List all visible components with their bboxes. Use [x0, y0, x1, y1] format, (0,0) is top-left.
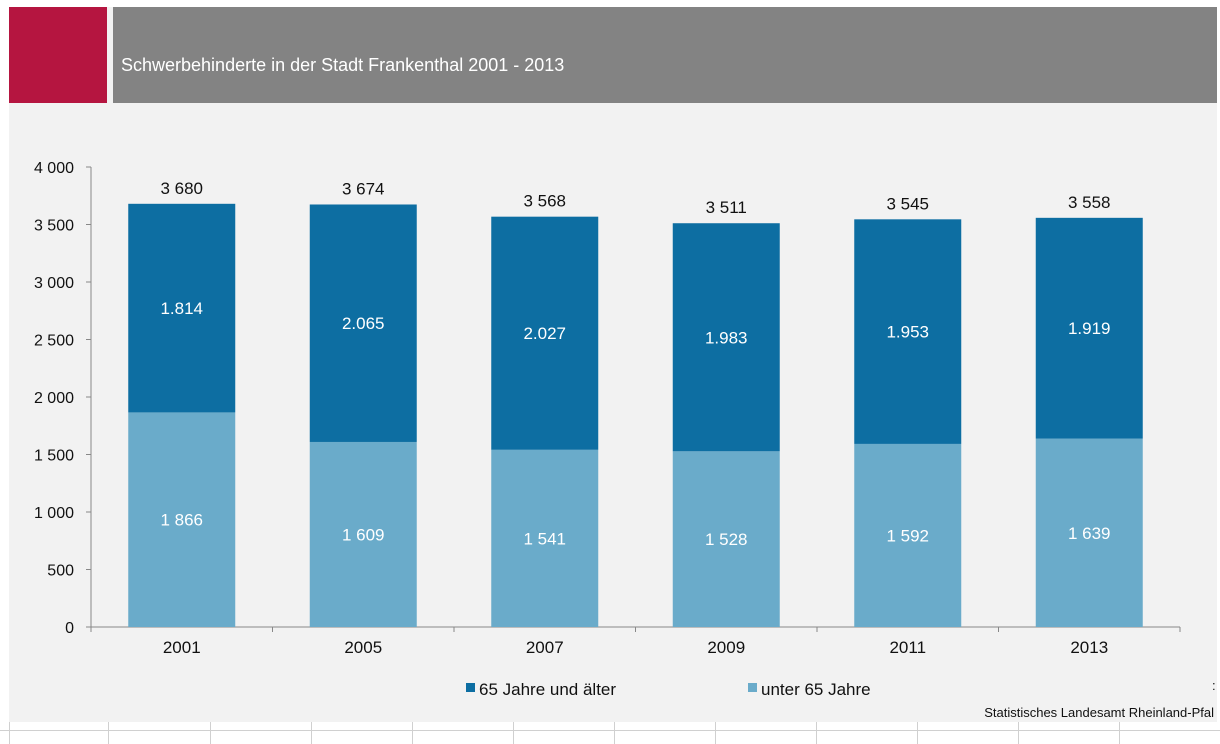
spreadsheet-grid-column: [311, 722, 312, 744]
total-label: 3 511: [706, 198, 747, 217]
legend-item-unter-65-label: unter 65 Jahre: [761, 680, 871, 699]
spreadsheet-grid-column: [9, 722, 10, 744]
bar-segment-65-plus: [854, 219, 962, 444]
x-tick-label: 2013: [1070, 638, 1108, 657]
segment-value-label-unter-65: 1 528: [705, 530, 748, 549]
segment-value-label-unter-65: 1 639: [1068, 524, 1111, 543]
spreadsheet-grid-column: [513, 722, 514, 744]
spreadsheet-grid-column: [210, 722, 211, 744]
segment-value-label-unter-65: 1 592: [886, 526, 929, 545]
y-tick-label: 0: [65, 620, 74, 637]
y-tick-label: 3 000: [34, 275, 74, 292]
y-tick-label: 2 500: [34, 333, 74, 350]
y-tick-label: 4 000: [34, 160, 74, 177]
bar-segment-unter-65: [672, 451, 780, 627]
y-tick-label: 2 000: [34, 390, 74, 407]
bar-segment-unter-65: [128, 412, 236, 627]
bar-segment-65-plus: [1035, 217, 1143, 439]
spreadsheet-grid-column: [1018, 722, 1019, 744]
stray-mark: :: [1212, 678, 1216, 693]
x-tick-label: 2007: [526, 638, 564, 657]
legend-item-65-plus-swatch: [466, 683, 475, 692]
bar-segment-65-plus: [672, 223, 780, 452]
x-tick-label: 2001: [163, 638, 201, 657]
total-label: 3 680: [160, 179, 203, 198]
bar-segment-unter-65: [309, 441, 417, 627]
accent-block: [9, 7, 107, 103]
x-tick-label: 2011: [889, 638, 926, 657]
spreadsheet-grid-line: [0, 730, 1220, 731]
spreadsheet-grid-column: [412, 722, 413, 744]
chart-title: Schwerbehinderte in der Stadt Frankentha…: [121, 55, 565, 75]
spreadsheet-grid-column: [715, 722, 716, 744]
segment-value-label-unter-65: 1 609: [342, 525, 385, 544]
spreadsheet-grid-column: [917, 722, 918, 744]
segment-value-label-65-plus: 1.919: [1068, 319, 1111, 338]
segment-value-label-65-plus: 1.814: [160, 299, 203, 318]
legend-item-unter-65-swatch: [748, 683, 757, 692]
spreadsheet-grid-column: [1119, 722, 1120, 744]
y-tick-label: 1 000: [34, 505, 74, 522]
spreadsheet-grid-column: [108, 722, 109, 744]
segment-value-label-65-plus: 2.027: [523, 324, 566, 343]
bar-segment-65-plus: [491, 216, 599, 450]
legend-item-65-plus-label: 65 Jahre und älter: [479, 680, 616, 699]
x-tick-label: 2009: [707, 638, 745, 657]
spreadsheet-grid-column: [614, 722, 615, 744]
y-tick-label: 500: [47, 563, 74, 580]
x-tick-label: 2005: [344, 638, 382, 657]
accent-gap: [107, 7, 113, 103]
y-tick-label: 3 500: [34, 218, 74, 235]
segment-value-label-65-plus: 2.065: [342, 314, 385, 333]
total-label: 3 568: [523, 192, 566, 211]
bar-segment-65-plus: [128, 203, 236, 413]
bar-segment-65-plus: [309, 204, 417, 442]
bar-segment-unter-65: [854, 443, 962, 627]
source-note: Statistisches Landesamt Rheinland-Pfal: [984, 705, 1214, 720]
total-label: 3 545: [886, 194, 929, 213]
segment-value-label-65-plus: 1.983: [705, 328, 748, 347]
segment-value-label-unter-65: 1 541: [523, 529, 566, 548]
bar-segment-unter-65: [1035, 438, 1143, 627]
spreadsheet-grid-column: [816, 722, 817, 744]
segment-value-label-unter-65: 1 866: [160, 511, 203, 530]
total-label: 3 558: [1068, 193, 1111, 212]
spreadsheet-grid-strip: [0, 722, 1220, 744]
y-tick-label: 1 500: [34, 448, 74, 465]
bar-segment-unter-65: [491, 449, 599, 627]
segment-value-label-65-plus: 1.953: [886, 323, 929, 342]
total-label: 3 674: [342, 179, 385, 198]
title-bar: [9, 7, 1217, 103]
